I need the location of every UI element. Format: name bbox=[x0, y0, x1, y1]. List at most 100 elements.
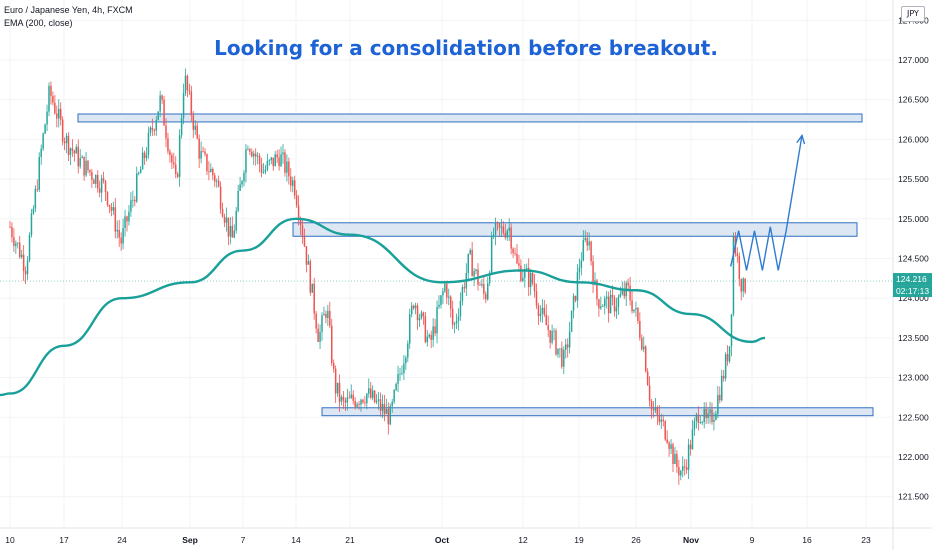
candle-body bbox=[204, 151, 206, 155]
y-tick-label: 126.500 bbox=[898, 95, 929, 105]
candle-body bbox=[643, 346, 645, 350]
symbol-title[interactable]: Euro / Japanese Yen, 4h, FXCM bbox=[4, 5, 133, 15]
candle-body bbox=[136, 173, 138, 202]
candle-body bbox=[22, 254, 25, 271]
x-tick-label: 23 bbox=[861, 535, 871, 545]
candle-body bbox=[286, 161, 288, 173]
candle-body bbox=[114, 207, 117, 232]
candle-body bbox=[237, 191, 239, 211]
candle-body bbox=[95, 175, 97, 184]
candle-body bbox=[715, 413, 717, 420]
candle-body bbox=[217, 180, 220, 187]
candle-body bbox=[120, 237, 122, 244]
candle-body bbox=[108, 204, 111, 207]
candlestick-series bbox=[9, 68, 746, 485]
candle-body bbox=[186, 75, 189, 91]
candle-body bbox=[75, 146, 78, 154]
candle-body bbox=[368, 388, 370, 394]
candle-body bbox=[245, 149, 247, 173]
candle-body bbox=[520, 265, 522, 281]
candle-body bbox=[266, 160, 269, 170]
candle-body bbox=[288, 161, 290, 177]
candle-body bbox=[124, 216, 126, 229]
candle-body bbox=[607, 296, 610, 314]
candle-body bbox=[17, 242, 19, 244]
candle-body bbox=[214, 175, 216, 182]
candle-body bbox=[100, 178, 103, 193]
countdown-badge bbox=[893, 285, 932, 298]
y-tick-label: 123.000 bbox=[898, 373, 929, 383]
candle-body bbox=[728, 346, 731, 362]
candle-body bbox=[449, 296, 452, 309]
candle-body bbox=[81, 156, 83, 159]
candle-body bbox=[342, 396, 345, 401]
currency-label[interactable]: JPY bbox=[901, 6, 925, 22]
candle-body bbox=[219, 186, 222, 209]
candle-body bbox=[366, 393, 368, 404]
candle-body bbox=[732, 236, 735, 315]
candle-body bbox=[494, 222, 497, 235]
candle-body bbox=[336, 382, 339, 394]
candle-body bbox=[54, 102, 56, 114]
candle-body bbox=[274, 154, 276, 167]
candle-body bbox=[243, 172, 245, 182]
candle-body bbox=[685, 467, 688, 470]
chart-legend: Euro / Japanese Yen, 4h, FXCM EMA (200, … bbox=[4, 4, 133, 30]
candle-body bbox=[549, 330, 551, 343]
candle-body bbox=[327, 310, 329, 318]
candle-body bbox=[420, 312, 423, 319]
candle-body bbox=[180, 117, 183, 136]
candle-body bbox=[588, 241, 590, 246]
candle-body bbox=[338, 382, 341, 402]
candle-body bbox=[574, 295, 577, 301]
candle-body bbox=[442, 291, 444, 296]
time-axis[interactable]: 10 17 24 Sep 7 14 21 Oct 12 19 26 Nov 9 16 23 bbox=[0, 527, 932, 545]
candle-body bbox=[705, 408, 707, 419]
candle-body bbox=[264, 169, 267, 172]
x-tick-label: 19 bbox=[574, 535, 584, 545]
candle-body bbox=[48, 85, 50, 112]
candle-body bbox=[132, 199, 134, 201]
candle-body bbox=[110, 206, 113, 211]
candle-body bbox=[155, 120, 157, 131]
candle-body bbox=[112, 207, 115, 211]
ema-line bbox=[0, 217, 766, 397]
candle-body bbox=[354, 400, 356, 407]
y-tick-label: 124.500 bbox=[898, 254, 929, 264]
candle-body bbox=[350, 394, 352, 398]
candle-body bbox=[292, 180, 294, 186]
candle-body bbox=[707, 413, 709, 419]
candle-body bbox=[159, 95, 161, 112]
candle-body bbox=[137, 173, 140, 174]
candle-body bbox=[233, 230, 235, 238]
candle-body bbox=[432, 326, 434, 340]
candle-body bbox=[570, 310, 573, 332]
candle-body bbox=[722, 375, 725, 379]
candle-body bbox=[438, 304, 440, 308]
candle-body bbox=[169, 151, 171, 156]
candle-body bbox=[691, 429, 694, 450]
candle-body bbox=[428, 334, 430, 337]
candle-body bbox=[565, 344, 567, 350]
candle-body bbox=[572, 295, 575, 311]
x-tick-label: 17 bbox=[59, 535, 69, 545]
candle-body bbox=[77, 146, 79, 167]
candle-body bbox=[666, 439, 668, 443]
candle-body bbox=[139, 169, 142, 174]
candle-body bbox=[697, 414, 700, 423]
candle-body bbox=[662, 419, 664, 422]
candle-body bbox=[178, 135, 181, 177]
candle-body bbox=[221, 208, 224, 217]
candle-body bbox=[547, 325, 549, 331]
candle-body bbox=[740, 279, 742, 292]
indicator-title[interactable]: EMA (200, close) bbox=[4, 18, 73, 28]
candle-body bbox=[487, 283, 489, 300]
candle-body bbox=[481, 283, 483, 286]
candle-body bbox=[253, 153, 255, 157]
candle-body bbox=[329, 310, 331, 326]
candle-body bbox=[194, 125, 196, 130]
candle-body bbox=[736, 253, 739, 256]
candle-body bbox=[687, 444, 690, 470]
price-zones bbox=[77, 113, 874, 417]
